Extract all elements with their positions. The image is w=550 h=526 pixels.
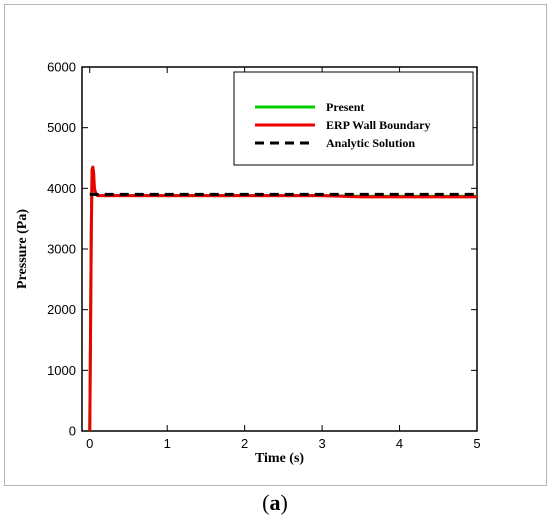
legend-box [233,71,474,166]
figure-frame: 0 1 2 3 4 5 0 1000 2000 3000 4000 5000 6000 Time (s… [4,4,547,486]
figure-caption: (a) [0,490,550,516]
line-chart: 0 1 2 3 4 5 0 1000 2000 3000 4000 5000 6000 Time (s… [15,60,481,467]
x-tick-label: 2 [241,436,248,451]
y-tick-label: 6000 [47,60,76,75]
legend-label: Analytic Solution [326,136,415,150]
y-tick-label: 3000 [47,242,76,257]
series-layer [88,165,477,431]
y-axis: 0 1000 2000 3000 4000 5000 6000 [47,60,477,439]
legend-label: ERP Wall Boundary [326,118,430,132]
legend-label: Present [326,100,364,114]
y-tick-label: 0 [69,424,76,439]
x-tick-label: 5 [473,436,480,451]
caption-close: ) [280,490,288,515]
y-axis-title: Pressure (Pa) [15,209,30,289]
caption-open: ( [262,490,270,515]
y-tick-label: 5000 [47,120,76,135]
x-tick-label: 3 [318,436,325,451]
x-axis-title: Time (s) [255,451,304,466]
y-tick-label: 4000 [47,181,76,196]
y-tick-label: 1000 [47,363,76,378]
caption-letter: a [269,490,281,515]
x-tick-label: 4 [396,436,403,451]
x-tick-label: 0 [86,436,93,451]
legend: Present ERP Wall Boundary Analytic Solutio… [233,71,474,166]
y-tick-label: 2000 [47,302,76,317]
x-tick-label: 1 [164,436,171,451]
